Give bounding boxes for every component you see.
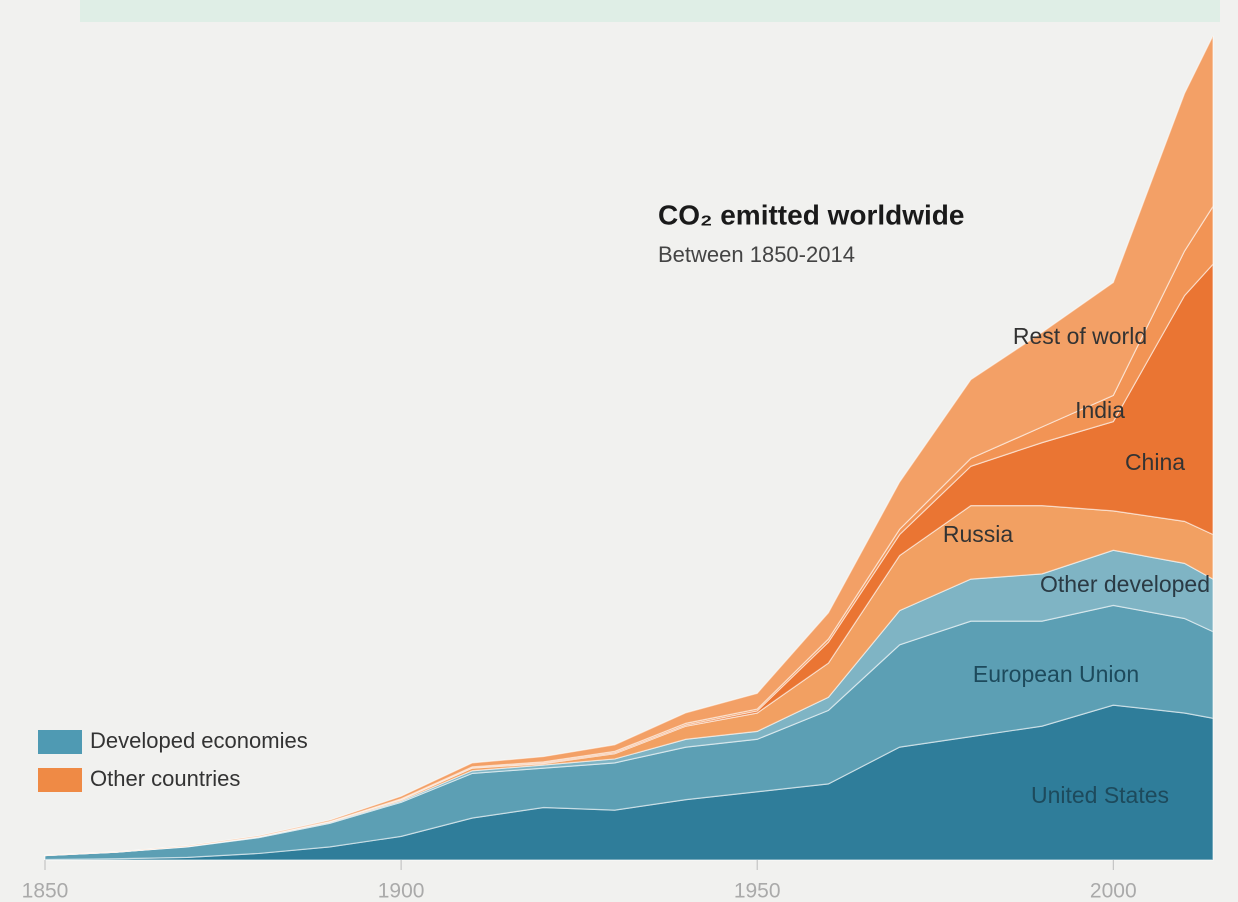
series-labels: United States European Union Other develop…: [943, 323, 1210, 808]
x-tick-label: 2000: [1090, 880, 1137, 902]
series-label: Russia: [943, 521, 1014, 547]
legend-label: Other countries: [90, 766, 240, 791]
x-axis: 1850 1900 1950 2000: [22, 860, 1137, 902]
series-label: United States: [1031, 782, 1169, 808]
series-label: Other developed: [1040, 571, 1210, 597]
chart-title: CO₂ emitted worldwide: [658, 199, 964, 230]
legend-swatch: [38, 730, 82, 754]
legend: Developed economies Other countries: [38, 728, 308, 792]
areas: [44, 35, 1214, 861]
series-label: China: [1125, 449, 1185, 475]
chart-subtitle: Between 1850-2014: [658, 242, 855, 267]
x-tick-label: 1950: [734, 880, 781, 902]
series-label: Rest of world: [1013, 323, 1147, 349]
legend-swatch: [38, 768, 82, 792]
x-tick-label: 1850: [22, 880, 69, 902]
area: [44, 35, 1214, 857]
series-label: European Union: [973, 661, 1139, 687]
legend-label: Developed economies: [90, 728, 308, 753]
series-label: India: [1075, 397, 1125, 423]
top-strip: [80, 0, 1220, 22]
x-tick-label: 1900: [378, 880, 425, 902]
